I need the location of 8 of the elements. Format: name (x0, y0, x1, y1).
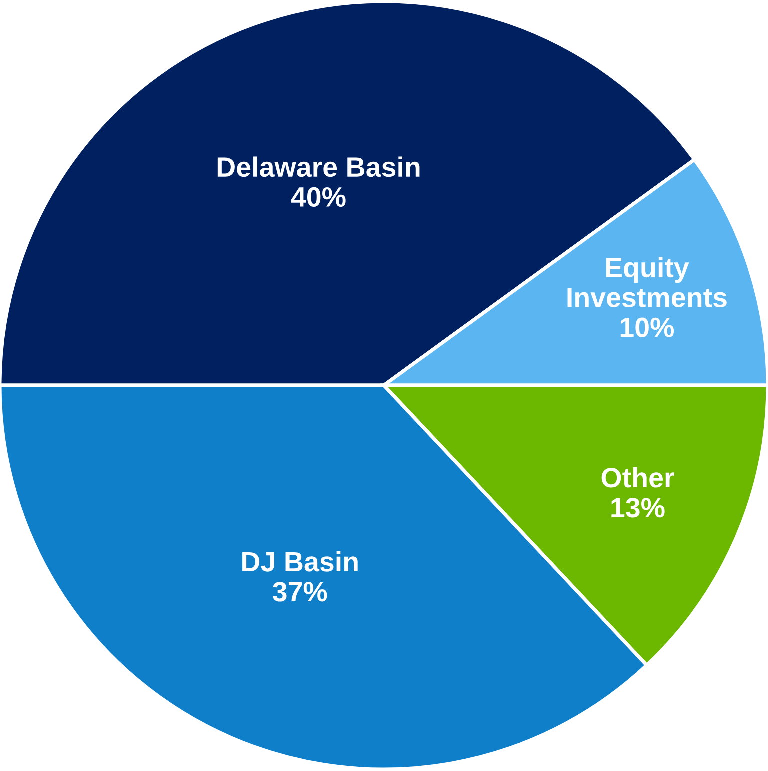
data-label: 10% (620, 318, 674, 338)
slice-label: Other (602, 467, 674, 488)
slice-label: DJ Basin (242, 551, 358, 572)
slice-label: Equity Investments (568, 257, 727, 308)
data-label: 40% (291, 187, 346, 208)
data-label: 13% (612, 498, 665, 518)
slice-label: Delaware Basin (218, 156, 420, 178)
data-label: 37% (272, 582, 328, 602)
